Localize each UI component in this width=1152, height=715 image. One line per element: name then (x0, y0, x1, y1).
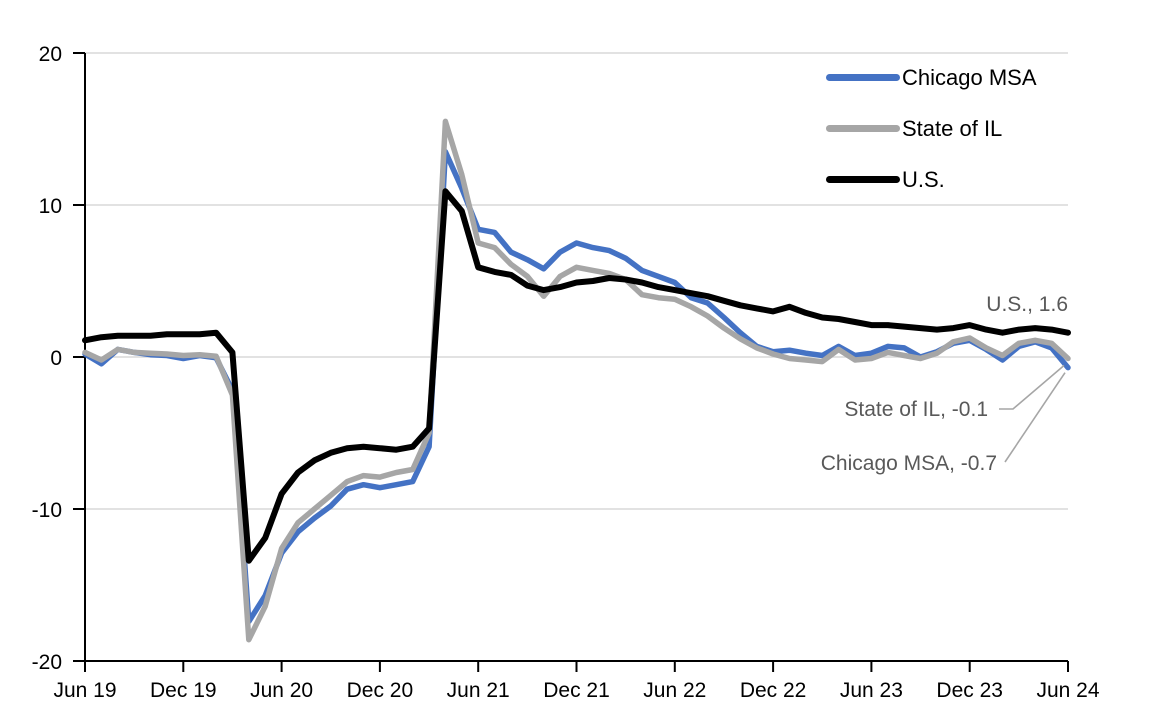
state-of-il-line-swatch (826, 125, 900, 132)
svg-text:Jun 21: Jun 21 (447, 679, 510, 702)
svg-text:Jun 22: Jun 22 (643, 679, 706, 702)
legend-item-state-of-il: State of IL (826, 103, 1037, 154)
legend-item-us: U.S. (826, 154, 1037, 205)
svg-text:Dec 21: Dec 21 (543, 679, 610, 702)
svg-text:Dec 22: Dec 22 (740, 679, 807, 702)
svg-text:Jun 19: Jun 19 (53, 679, 116, 702)
svg-text:Dec 20: Dec 20 (347, 679, 414, 702)
legend-label-chicago-msa: Chicago MSA (902, 64, 1037, 90)
svg-text:Dec 19: Dec 19 (150, 679, 217, 702)
svg-text:0: 0 (50, 347, 62, 370)
svg-text:Dec 23: Dec 23 (936, 679, 1003, 702)
annotation-chicago-msa-end-value: Chicago MSA, -0.7 (820, 452, 997, 475)
us-line-swatch (826, 176, 900, 183)
svg-text:-10: -10 (32, 499, 62, 522)
annotation-state-of-il-end-value: State of IL, -0.1 (844, 398, 988, 421)
chart-legend: Chicago MSA State of IL U.S. (826, 52, 1037, 205)
legend-label-state-of-il: State of IL (902, 115, 1003, 141)
svg-text:10: 10 (39, 195, 62, 218)
legend-item-chicago-msa: Chicago MSA (826, 52, 1037, 103)
svg-text:20: 20 (39, 43, 62, 66)
svg-text:Jun 20: Jun 20 (250, 679, 313, 702)
chicago-msa-line-swatch (826, 74, 900, 81)
legend-label-us: U.S. (902, 166, 945, 192)
svg-text:Jun 23: Jun 23 (840, 679, 903, 702)
svg-text:-20: -20 (32, 651, 62, 674)
annotation-us-end-value: U.S., 1.6 (986, 293, 1068, 316)
svg-text:Jun 24: Jun 24 (1036, 679, 1099, 702)
